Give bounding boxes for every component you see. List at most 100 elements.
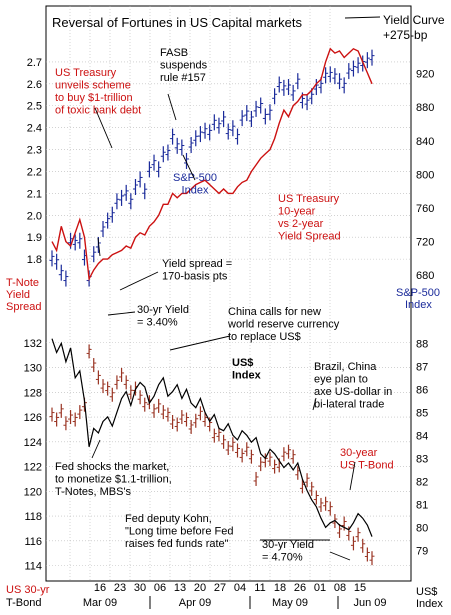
annotation-line: US$ bbox=[232, 357, 253, 369]
annotation-line: US T-Bond bbox=[340, 460, 394, 472]
y-tick-label: 760 bbox=[416, 203, 434, 215]
annotation-line: rule #157 bbox=[160, 72, 206, 84]
annotation-thirty-yr-470: 30-yr Yield= 4.70% bbox=[262, 539, 314, 564]
y-tick-label: 800 bbox=[416, 169, 434, 181]
annotation-line: Yield spread = bbox=[162, 258, 232, 270]
tbond-series bbox=[49, 344, 375, 566]
annotation-line: S&P-500 bbox=[173, 172, 217, 184]
leader-line bbox=[349, 461, 356, 491]
annotation-line: China calls for new bbox=[228, 306, 321, 318]
x-tick-label: 23 bbox=[114, 582, 126, 594]
annotation-line: to replace US$ bbox=[228, 331, 301, 343]
leader-line bbox=[91, 439, 101, 459]
annotation-line: of toxic bank debt bbox=[55, 105, 141, 117]
y-tick-label: 2.1 bbox=[27, 188, 42, 200]
leader-line bbox=[97, 237, 101, 257]
leader-line bbox=[182, 154, 196, 181]
annotation-line: = 4.70% bbox=[262, 552, 303, 564]
x-tick-label: 16 bbox=[94, 582, 106, 594]
y-tick-label: 118 bbox=[24, 511, 42, 523]
x-tick-label: 30 bbox=[134, 582, 146, 594]
left-bottom-axis-label: US 30-yr T-Bond bbox=[6, 584, 50, 609]
y-tick-label: 920 bbox=[416, 69, 434, 81]
annotation-line: US Treasury bbox=[278, 193, 340, 205]
annotation-line: Index bbox=[232, 370, 262, 382]
x-tick-label: 20 bbox=[194, 582, 206, 594]
annotation-line: vs 2-year bbox=[278, 218, 324, 230]
leader-line bbox=[167, 93, 177, 121]
x-month-label: Mar 09 bbox=[83, 597, 117, 609]
right-bottom-label-line: Index bbox=[416, 598, 443, 610]
annotation-line: = 3.40% bbox=[137, 317, 178, 329]
leader-line bbox=[344, 16, 381, 19]
left-axis-ticks: 2.7 2.6 2.5 2.4 2.3 2.2 2.1 2.0 1.9 1.8 132 130 128 1… bbox=[24, 57, 42, 573]
x-month-label: Apr 09 bbox=[179, 597, 211, 609]
y-tick-label: 130 bbox=[24, 363, 42, 375]
annotation-line: to monetize $1.1-trillion, bbox=[55, 474, 172, 486]
annotation-line: T-Notes, MBS's bbox=[55, 486, 132, 498]
right-bottom-label-line: US$ bbox=[416, 586, 437, 598]
left-bottom-label-line: US 30-yr bbox=[6, 584, 50, 596]
x-month-label: Jun 09 bbox=[353, 597, 386, 609]
annotation-line: eye plan to bbox=[314, 374, 368, 386]
x-tick-label: 27 bbox=[214, 582, 226, 594]
leader-line bbox=[94, 107, 113, 149]
y-tick-label: 88 bbox=[416, 338, 428, 350]
annotation-line: axe US-dollar in bbox=[314, 386, 392, 398]
y-tick-label: 116 bbox=[24, 536, 42, 548]
x-tick-label: 26 bbox=[294, 582, 306, 594]
y-tick-label: 1.8 bbox=[27, 254, 42, 266]
spread-line bbox=[51, 47, 373, 282]
y-tick-label: 2.5 bbox=[27, 101, 42, 113]
spread-series bbox=[51, 47, 373, 282]
right-axis-ticks: 920 880 840 800 760 720 680 88 87 86 85 84 83 82 81 80 7… bbox=[416, 69, 434, 558]
annotation-line: unveils scheme bbox=[55, 80, 131, 92]
annotation-line: Brazil, China bbox=[314, 361, 377, 373]
left-top-label-line: Spread bbox=[6, 301, 41, 313]
y-tick-label: 128 bbox=[24, 387, 42, 399]
chart-frame bbox=[45, 5, 412, 582]
y-tick-label: 2.3 bbox=[27, 145, 42, 157]
y-tick-label: 1.9 bbox=[27, 232, 42, 244]
y-tick-label: 87 bbox=[416, 361, 428, 373]
y-tick-label: 79 bbox=[416, 545, 428, 557]
dollar-line bbox=[51, 338, 373, 537]
y-tick-label: 2.4 bbox=[27, 123, 42, 135]
y-tick-label: 85 bbox=[416, 407, 428, 419]
y-tick-label: 840 bbox=[416, 136, 434, 148]
x-tick-label: 04 bbox=[234, 582, 246, 594]
y-tick-label: 2.2 bbox=[27, 166, 42, 178]
annotation-fed-kohn: Fed deputy Kohn,"Long time before Fedrai… bbox=[125, 513, 233, 550]
annotation-usd-index: US$Index bbox=[232, 357, 262, 382]
dollar-series bbox=[51, 338, 373, 537]
annotation-line: Index bbox=[182, 185, 209, 197]
annotation-line: US Treasury bbox=[55, 67, 117, 79]
x-tick-label: 01 bbox=[314, 582, 326, 594]
left-bottom-label-line: T-Bond bbox=[6, 597, 41, 609]
y-tick-label: 2.0 bbox=[27, 210, 42, 222]
annotation-line: 170-basis pts bbox=[162, 271, 228, 283]
spx-series bbox=[49, 49, 375, 287]
left-top-label-line: T-Note bbox=[6, 277, 39, 289]
left-top-label-line: Yield bbox=[6, 289, 30, 301]
y-tick-label: 132 bbox=[24, 338, 42, 350]
annotation-line: Fed deputy Kohn, bbox=[125, 513, 212, 525]
annotation-thirty-yr-340: 30-yr Yield= 3.40% bbox=[137, 304, 189, 329]
leader-line bbox=[107, 311, 136, 316]
y-tick-label: 122 bbox=[24, 462, 42, 474]
annotation-yield-spread-170: Yield spread =170-basis pts bbox=[162, 258, 232, 283]
y-tick-label: 114 bbox=[24, 561, 42, 573]
leader-line bbox=[119, 271, 159, 291]
y-tick-label: 680 bbox=[416, 270, 434, 282]
x-month-label: May 09 bbox=[272, 597, 308, 609]
annotation-line: raises fed funds rate" bbox=[125, 538, 229, 550]
annotation-line: "Long time before Fed bbox=[125, 526, 233, 538]
y-tick-label: 880 bbox=[416, 102, 434, 114]
annotation-line: to buy $1-trillion bbox=[55, 92, 133, 104]
